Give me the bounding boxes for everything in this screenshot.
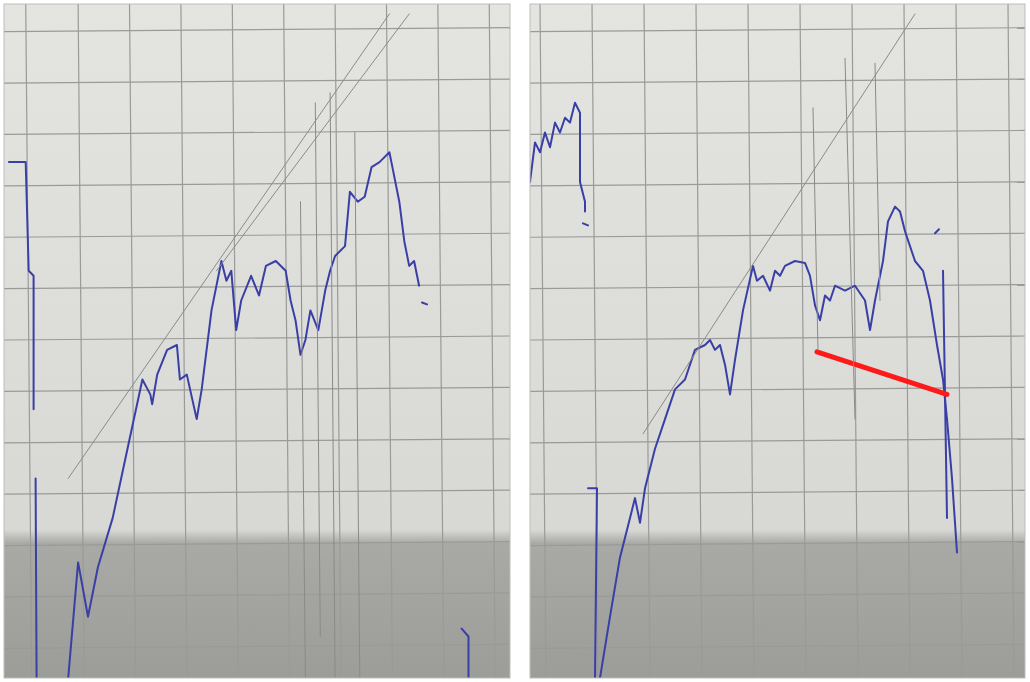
grid-line-y (4, 336, 510, 340)
grid-line-x (592, 4, 598, 678)
grid-line-x (956, 4, 962, 678)
grid-line-y (530, 336, 1025, 340)
grid-line-y (4, 79, 510, 83)
pencil-line (330, 93, 335, 678)
grid-line-x (26, 4, 32, 678)
pencil-line (68, 14, 389, 479)
grid-line-y (530, 130, 1025, 134)
grid-line-x (1008, 4, 1014, 678)
grid-line-x (489, 4, 495, 678)
grid-line-y (530, 439, 1025, 443)
traces (530, 14, 957, 678)
grid-line-x (130, 4, 136, 678)
grid-line-y (530, 542, 1025, 546)
frame (4, 4, 510, 678)
grid-line-y (4, 233, 510, 237)
grid-line-y (4, 542, 510, 546)
grid-line-y (4, 28, 510, 32)
grid-line-y (4, 387, 510, 391)
grid-line-y (4, 182, 510, 186)
pencil-line (875, 63, 880, 300)
chart-panel (4, 4, 510, 678)
pencil-line (217, 14, 410, 271)
grid-line-y (530, 182, 1025, 186)
grid-line-y (530, 28, 1025, 32)
paper (530, 4, 1025, 678)
grid-line-y (4, 490, 510, 494)
pencil-line (845, 58, 855, 419)
recorder-trace (935, 229, 939, 233)
frame (530, 4, 1025, 678)
grid-line-x (386, 4, 392, 678)
grid-line-x (696, 4, 702, 678)
chart-panel (530, 4, 1025, 678)
grid (4, 4, 510, 678)
grid-line-y (4, 439, 510, 443)
pencil-line (643, 14, 915, 434)
grid-line-y (4, 593, 510, 597)
grid-line-y (530, 233, 1025, 237)
pencil-line (315, 103, 320, 637)
grid-line-x (644, 4, 650, 678)
grid-line-x (438, 4, 444, 678)
grid-line-x (800, 4, 806, 678)
grid-line-x (748, 4, 754, 678)
grid-line-y (4, 130, 510, 134)
grid (530, 4, 1025, 678)
recorder-trace (530, 103, 957, 678)
traces (9, 14, 469, 678)
pencil-line (301, 202, 306, 678)
pencil-line (813, 108, 818, 350)
grid-line-y (4, 644, 510, 648)
grid-line-y (530, 593, 1025, 597)
pencil-line (355, 133, 360, 679)
grid-line-x (904, 4, 910, 678)
grid-line-x (284, 4, 290, 678)
grid-line-x (181, 4, 187, 678)
grid-line-y (530, 490, 1025, 494)
grid-line-x (232, 4, 238, 678)
photo-pair (0, 0, 1030, 682)
grid-line-x (540, 4, 546, 678)
grid-line-y (530, 285, 1025, 289)
paper (4, 4, 510, 678)
marker-line (817, 352, 947, 395)
grid-line-y (530, 387, 1025, 391)
grid-line-y (530, 79, 1025, 83)
